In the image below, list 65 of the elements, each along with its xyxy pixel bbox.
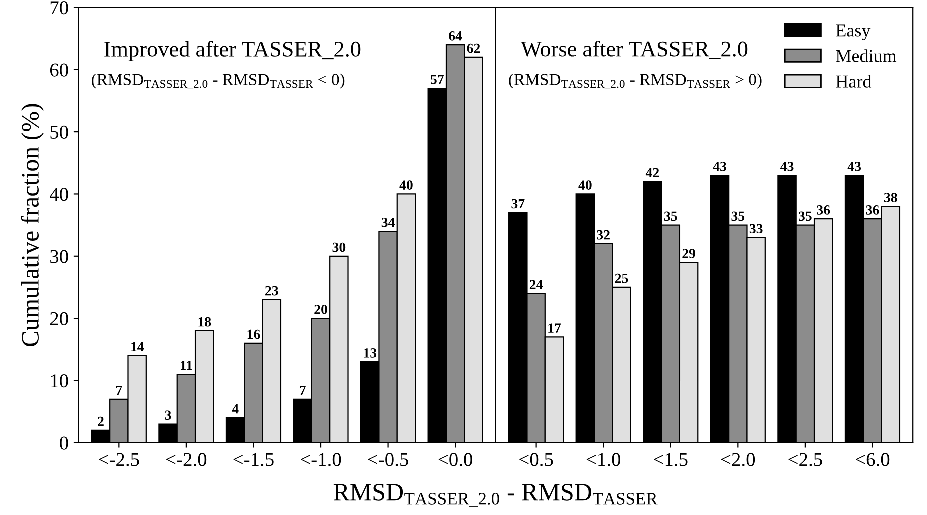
data-label: 42 [646,168,660,178]
annotation: Improved after TASSER_2.0 [104,41,361,62]
data-label: 11 [180,361,192,370]
x-tick-label: <-2.5 [99,453,140,466]
data-label: 35 [664,212,678,222]
data-label: 4 [232,404,239,414]
data-label: 29 [682,249,696,258]
y-tick-label: 10 [51,374,68,388]
y-tick-label: 60 [50,64,68,77]
data-label: 13 [364,348,377,358]
legend-label: Easy [836,24,871,41]
x-tick-label: <-1.0 [301,453,342,466]
data-label: 23 [266,286,278,296]
data-label: 2 [98,416,104,426]
data-label: 3 [165,410,172,420]
data-label: 37 [512,199,525,209]
data-label: 35 [799,212,812,222]
legend-label: Hard [836,75,872,88]
annotation: (RMSD$_{TASSER_2.0}$ - RMSD$_{TASSER}$ > 0) [509,74,762,90]
data-label: 18 [198,317,212,327]
x-tick-label: <0.0 [438,453,472,466]
data-label: 64 [449,31,462,41]
data-label: 36 [866,206,880,215]
data-label: 62 [467,44,480,54]
data-label: 57 [431,75,444,84]
x-axis-title: RMSD$_{TASSER_2.0}$ - RMSD$_{TASSER}$ [334,484,658,507]
x-tick-label: <1.5 [654,453,688,466]
x-tick-label: <-2.0 [166,453,207,466]
y-tick-label: 70 [50,2,68,15]
data-label: 33 [750,224,763,234]
x-tick-label: <0.5 [520,453,554,466]
y-axis-title: Cumulative fraction (%) [21,104,44,346]
annotation: (RMSD$_{TASSER_2.0}$ - RMSD$_{TASSER}$ < 0) [92,74,345,90]
data-label: 16 [248,330,260,340]
x-tick-label: <2.5 [788,453,822,466]
annotation: Worse after TASSER_2.0 [520,40,748,60]
x-tick-label: <2.0 [721,453,756,466]
legend-label: Medium [836,50,897,62]
data-label: 40 [400,180,413,190]
data-label: 30 [332,242,346,252]
y-tick-label: 0 [60,436,68,450]
data-label: 14 [132,342,144,352]
y-tick-label: 40 [50,188,68,202]
x-tick-label: <-1.5 [234,453,274,466]
data-label: 7 [300,386,306,396]
data-label: 34 [382,218,395,228]
y-tick-label: 30 [50,250,68,264]
data-label: 43 [713,162,726,172]
data-label: 43 [848,162,862,172]
data-label: 24 [530,280,543,290]
data-label: 17 [548,324,562,333]
x-tick-label: <6.0 [856,453,890,466]
data-label: 7 [116,386,122,396]
data-label: 38 [884,193,898,202]
data-label: 32 [597,230,610,240]
data-label: 20 [314,304,328,314]
data-label: 25 [615,274,628,284]
data-label: 43 [780,162,794,172]
x-tick-label: <1.0 [586,453,620,466]
y-tick-label: 50 [50,126,68,139]
x-tick-label: <-0.5 [368,453,408,466]
data-label: 40 [578,180,592,190]
data-label: 36 [817,206,830,215]
data-label: 35 [732,212,745,222]
y-tick-label: 20 [50,312,68,326]
